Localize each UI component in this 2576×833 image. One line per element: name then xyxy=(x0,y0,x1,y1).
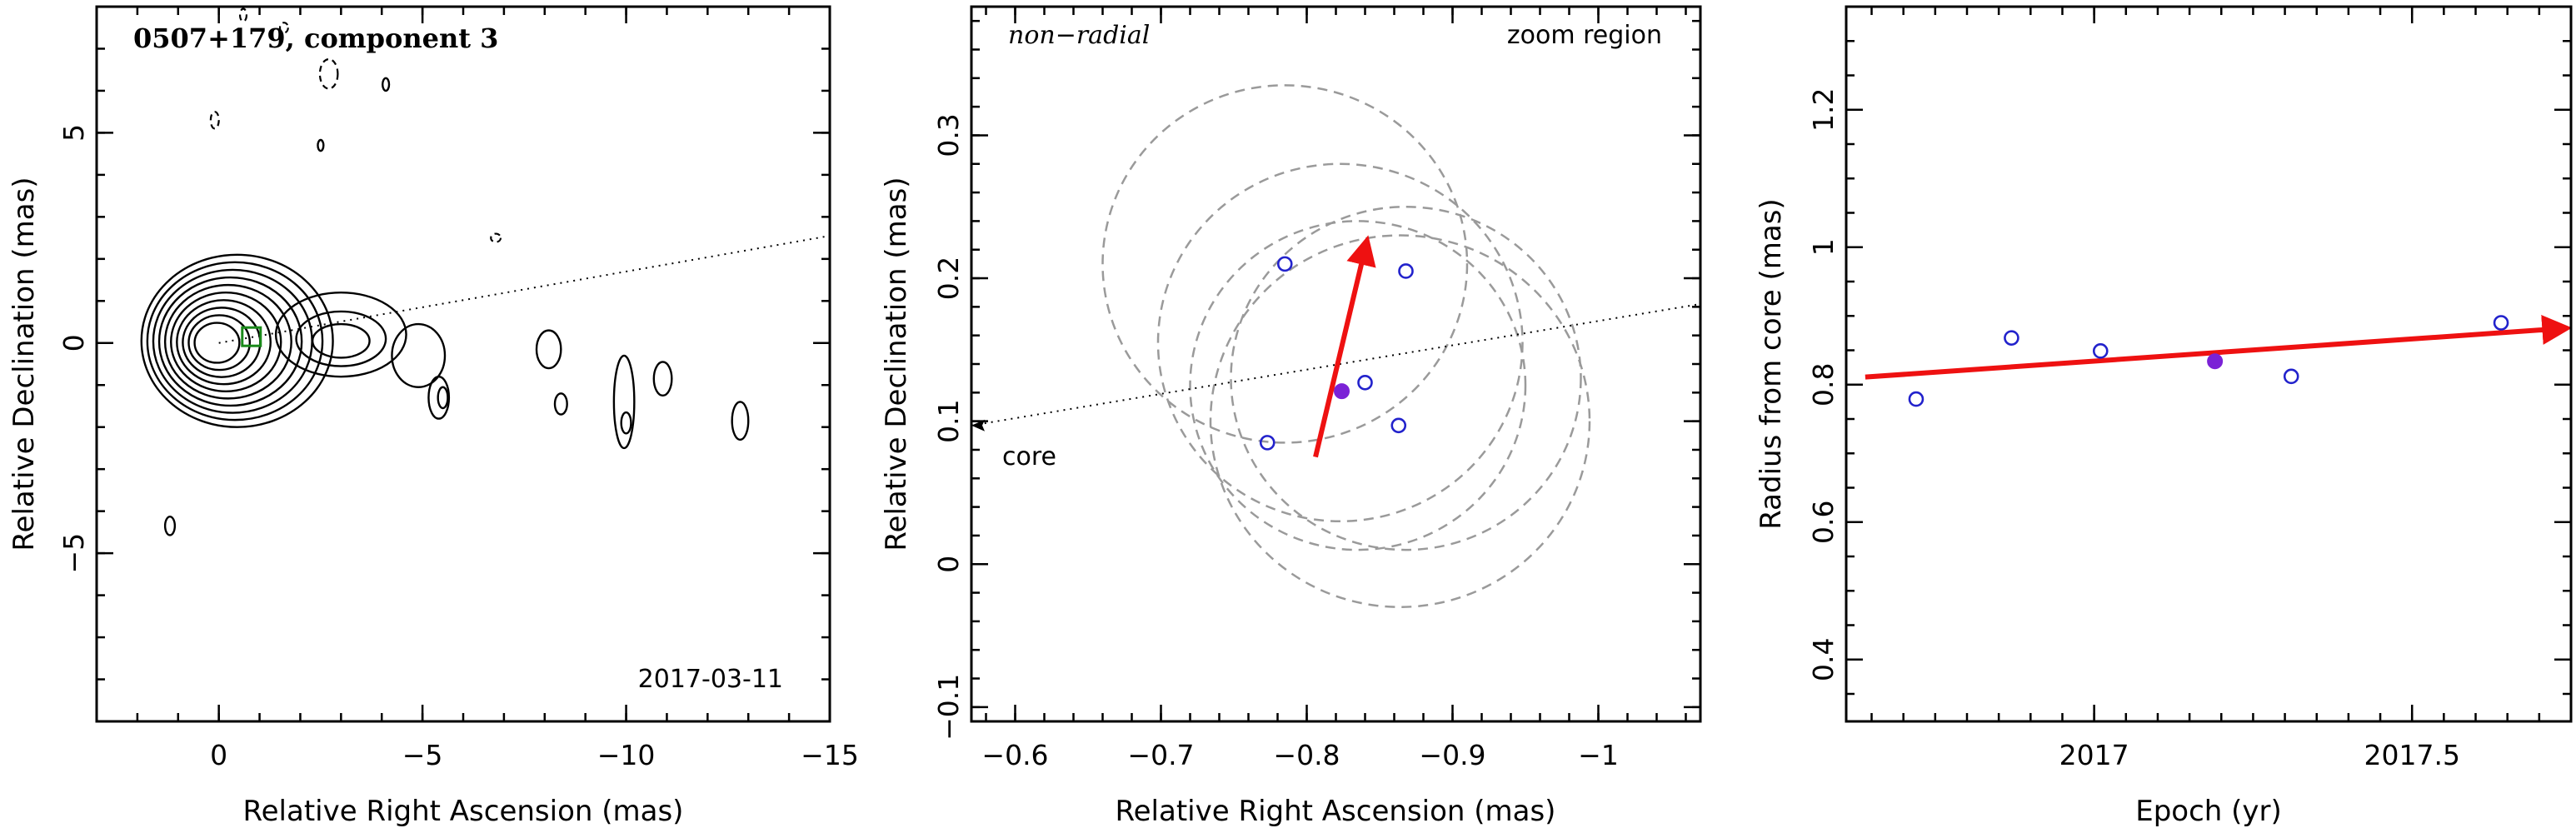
zoom-core-label: core xyxy=(1002,442,1056,471)
radius-point xyxy=(1908,391,1925,407)
zoom-annotation-left: non−radial xyxy=(1008,21,1150,50)
radius-point xyxy=(2092,343,2109,359)
zoom-xtick-label: −0.6 xyxy=(981,739,1048,771)
core-contour xyxy=(163,283,292,400)
radius-ytick-label: 1 xyxy=(1807,238,1840,256)
map-panel: 0 −5 −10 −15 −5 0 5 0507+179, component 3 2017… xyxy=(7,5,859,828)
epoch-point xyxy=(1276,256,1293,272)
contour-negative xyxy=(318,57,339,90)
zoom-ytick-label: 0.1 xyxy=(932,399,965,442)
zoom-xlabel: Relative Right Ascension (mas) xyxy=(1116,795,1556,828)
zoom-panel: −0.6 −0.7 −0.8 −0.9 −1 −0.1 0 0.1 0.2 0.3 non−rad… xyxy=(880,5,1702,828)
zoom-frame xyxy=(970,5,1702,723)
epoch-point xyxy=(1357,375,1373,391)
contour-negative xyxy=(209,111,220,130)
map-title: 0507+179, component 3 xyxy=(133,22,498,54)
radius-mean-point xyxy=(2207,353,2224,370)
epoch-point xyxy=(1390,417,1407,434)
zoom-axes: −0.6 −0.7 −0.8 −0.9 −1 −0.1 0 0.1 0.2 0.3 xyxy=(932,7,1700,771)
core-contour xyxy=(170,291,282,393)
map-date: 2017-03-11 xyxy=(638,665,783,694)
contour-blob xyxy=(317,138,325,152)
map-xlabel: Relative Right Ascension (mas) xyxy=(243,795,684,828)
contour-negative xyxy=(490,232,502,243)
radius-ytick-label: 0.8 xyxy=(1807,363,1840,407)
contour-blob xyxy=(620,411,632,435)
zoom-xtick-label: −0.8 xyxy=(1273,739,1340,771)
map-frame xyxy=(95,5,831,723)
contour-knot xyxy=(274,292,407,378)
radius-point xyxy=(2493,315,2509,331)
radius-trend-vector xyxy=(1865,315,2573,380)
epoch-point xyxy=(1259,435,1276,451)
map-axes: 0 −5 −10 −15 −5 0 5 xyxy=(57,7,859,771)
zoom-motion-vector xyxy=(1313,235,1376,458)
error-circle xyxy=(1230,205,1582,551)
radius-epoch-points xyxy=(1908,315,2509,407)
contour-knot xyxy=(311,322,371,359)
radius-point xyxy=(2004,330,2019,346)
contour-blob xyxy=(652,361,673,397)
zoom-xtick-label: −0.7 xyxy=(1127,739,1194,771)
radius-ytick-label: 0.6 xyxy=(1807,501,1840,544)
zoom-xtick-label: −1 xyxy=(1578,739,1619,771)
contour-blob xyxy=(391,322,447,388)
contour-blob xyxy=(612,354,636,450)
contour-blob xyxy=(382,77,391,92)
zoom-ytick-label: −0.1 xyxy=(932,674,965,741)
contour-blob xyxy=(731,401,750,441)
map-extra-contours xyxy=(163,7,750,536)
core-contour xyxy=(146,261,324,421)
core-contour xyxy=(157,276,303,407)
zoom-annotation-right: zoom region xyxy=(1507,21,1662,50)
contour-blob xyxy=(163,516,177,536)
error-circle xyxy=(1189,220,1527,551)
zoom-error-circles xyxy=(1101,84,1591,608)
error-circle xyxy=(1209,234,1591,608)
error-circle xyxy=(1156,162,1524,523)
contour-blob xyxy=(553,392,568,416)
zoom-ytick-label: 0.3 xyxy=(932,113,965,157)
core-contour xyxy=(187,314,252,372)
zoom-ytick-label: 0.2 xyxy=(932,257,965,300)
map-xtick-label: −15 xyxy=(801,739,859,771)
component-marker xyxy=(241,326,262,347)
radius-xtick-label: 2017 xyxy=(2059,739,2129,771)
zoom-mean-point xyxy=(1334,383,1350,400)
radius-axes: 2017 2017.5 0.4 0.6 0.8 1 1.2 xyxy=(1807,7,2571,771)
error-circle xyxy=(1101,84,1469,444)
radius-point xyxy=(2283,368,2299,385)
radius-ytick-label: 0.4 xyxy=(1807,638,1840,681)
contour-knot xyxy=(295,310,387,367)
zoom-epoch-points xyxy=(1259,256,1414,451)
map-contours xyxy=(140,253,334,428)
map-ylabel: Relative Declination (mas) xyxy=(7,177,41,551)
radius-ylabel: Radius from core (mas) xyxy=(1755,198,1788,529)
radius-xlabel: Epoch (yr) xyxy=(2135,795,2282,828)
map-ytick-label: −5 xyxy=(57,533,90,574)
contour-blob xyxy=(437,386,449,410)
radius-panel: 2017 2017.5 0.4 0.6 0.8 1 1.2 Epoch (yr) Radiu… xyxy=(1755,5,2573,828)
map-xtick-label: −10 xyxy=(597,739,656,771)
contour-blob xyxy=(535,329,562,370)
core-contour xyxy=(193,322,241,364)
zoom-ytick-label: 0 xyxy=(932,556,965,573)
map-xtick-label: 0 xyxy=(210,739,227,771)
radius-frame xyxy=(1845,5,2573,723)
map-xtick-label: −5 xyxy=(402,739,443,771)
core-contour xyxy=(176,299,272,386)
core-arrow-head xyxy=(971,419,985,431)
core-contour xyxy=(140,253,334,428)
contour-negative xyxy=(278,22,289,34)
radius-ytick-label: 1.2 xyxy=(1807,88,1840,132)
radius-xtick-label: 2017.5 xyxy=(2364,739,2459,771)
contour-negative xyxy=(238,7,248,22)
zoom-ylabel: Relative Declination (mas) xyxy=(880,177,913,551)
map-ytick-label: 0 xyxy=(57,334,90,352)
zoom-xtick-label: −0.9 xyxy=(1419,739,1485,771)
map-ytick-label: 5 xyxy=(57,124,90,142)
epoch-point xyxy=(1398,263,1414,279)
